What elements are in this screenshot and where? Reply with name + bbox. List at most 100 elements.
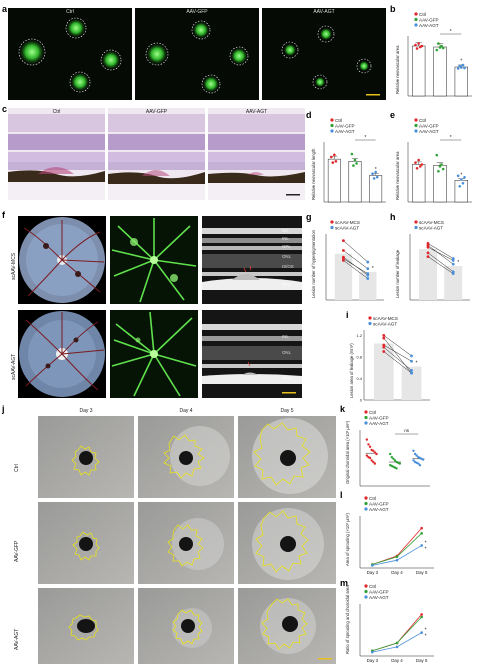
data-point (366, 277, 370, 280)
data-point (415, 47, 419, 50)
legend-label: Ctrl (419, 12, 426, 17)
significance-marker: * (416, 361, 418, 367)
data-point (435, 48, 439, 52)
y-axis-label: Relative neovascular area (395, 151, 400, 200)
chart-i: scAAV-MCS scAAV-AGT Lesion area of leakage… (346, 314, 438, 406)
data-point (420, 526, 423, 530)
chart-l: Ctrl AAV-GFP AAV-AGT Area of sprouting (×10… (342, 494, 442, 578)
x-tick-label: Day 5 (416, 570, 428, 575)
chart-d: Ctrl AAV-GFP AAV-AGT Relative neovascular l… (308, 116, 392, 208)
legend-label: AAV-GFP (419, 123, 439, 128)
x-tick-label: Day 5 (416, 658, 428, 663)
legend-marker (364, 584, 368, 588)
data-point (437, 42, 440, 45)
significance-marker: * (364, 135, 366, 141)
panel-label-k: k (340, 404, 346, 414)
row-label-mcs: scAAV-MCS (11, 252, 17, 280)
significance-marker: * (450, 135, 452, 141)
y-axis-label: Lesion area of leakage (mm²) (349, 343, 354, 398)
y-tick-label: 1.2 (356, 333, 362, 338)
data-point (410, 368, 413, 372)
data-point (353, 158, 357, 162)
legend-marker (414, 12, 418, 16)
legend-label: Ctrl (419, 118, 426, 123)
laser-spots-gfp (145, 20, 249, 94)
significance-marker: * (460, 59, 462, 65)
data-point (463, 66, 466, 70)
data-point (418, 464, 422, 467)
paired-line (343, 250, 368, 269)
data-point (461, 63, 465, 67)
legend-marker (330, 129, 334, 133)
layer-label: GC (282, 228, 289, 233)
legend-marker (414, 23, 418, 27)
legend-label: AAV-AGT (335, 129, 355, 134)
data-point (460, 66, 463, 69)
layer-label: OPL (282, 244, 291, 249)
significance-marker: * (425, 546, 427, 552)
data-point (451, 259, 455, 262)
x-tick-label: Day 3 (367, 570, 379, 575)
data-point (426, 245, 430, 249)
x-tick-label: Day 3 (367, 658, 379, 663)
bar (348, 161, 362, 203)
histology-agt: AAV-AGT (208, 108, 305, 200)
data-point (334, 159, 338, 163)
data-point (420, 532, 423, 535)
bar (419, 249, 437, 300)
data-point (382, 350, 386, 353)
bar (369, 175, 383, 203)
data-point (420, 615, 423, 619)
data-point (350, 152, 354, 156)
data-point (366, 267, 370, 271)
bar (444, 266, 463, 300)
legend-marker (330, 123, 334, 128)
data-point (420, 163, 424, 166)
layer-label: RPE (282, 376, 292, 381)
y-tick-label: 0 (360, 398, 363, 403)
y-tick-label: 0.4 (356, 376, 362, 381)
caption-agt: AAV-AGT (313, 9, 335, 15)
layer-label: INL (282, 334, 289, 339)
legend-label: AAV-GFP (369, 589, 389, 594)
panel-label-m: m (340, 578, 349, 588)
panel-c-histology: Ctrl AAV-GFP AAV-AGT (8, 108, 306, 200)
data-point (440, 163, 443, 166)
data-point (373, 462, 377, 465)
significance-marker: * (372, 266, 374, 272)
paired-line (343, 260, 368, 279)
data-point (395, 555, 399, 559)
data-point (395, 641, 399, 645)
chart-h: scAAV-MCS scAAV-AGT Lesion number of leaka… (392, 218, 478, 306)
y-axis-label: Relative neovascular area (395, 45, 400, 94)
data-point (418, 165, 422, 168)
legend-marker (414, 17, 418, 22)
data-point (437, 169, 440, 173)
data-point (355, 162, 358, 165)
data-point (371, 172, 374, 176)
angiography-agt (110, 310, 198, 398)
legend-marker (364, 410, 368, 414)
chart-k: Ctrl AAV-GFP AAV-AGT Original choroidal are… (342, 408, 438, 490)
data-point (410, 359, 413, 363)
data-point (367, 443, 370, 446)
histology-ctrl: Ctrl (8, 108, 105, 200)
data-point (393, 459, 397, 462)
panel-label-c: c (2, 104, 8, 114)
fundus-mcs (18, 216, 106, 304)
panel-label-a: a (2, 4, 8, 14)
row-label-agt: scAAV-AGT (11, 353, 17, 380)
panel-label-l: l (340, 490, 343, 500)
data-point (372, 449, 375, 452)
legend-marker (368, 321, 372, 326)
data-point (451, 272, 455, 275)
data-point (368, 456, 372, 460)
significance-marker: * (457, 260, 459, 266)
bar (327, 158, 341, 203)
data-point (435, 153, 439, 157)
legend-marker (364, 421, 368, 425)
